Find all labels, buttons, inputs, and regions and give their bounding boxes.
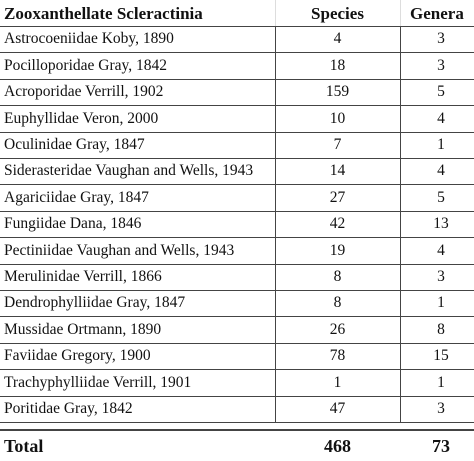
family-name: Trachyphylliidae Verrill, 1901 [4,373,192,391]
family-name: Oculinidae Gray, 1847 [4,136,145,154]
rule [0,52,474,54]
rule [0,131,474,133]
family-name: Agariciidae Gray, 1847 [4,188,149,206]
family-name: Merulinidae Verrill, 1866 [4,268,162,286]
count-cell: 3 [437,268,445,286]
rule [0,158,474,159]
count-cell: 7 [333,136,342,154]
family-name: Acroporidae Verrill, 1902 [4,83,164,101]
count-cell: 27 [329,188,346,206]
rule [0,78,474,80]
rule [0,422,474,423]
rule [0,429,474,431]
total-cell: 468 [324,436,351,456]
rule [0,210,474,212]
family-name: Mussidae Ortmann, 1890 [4,320,162,338]
count-cell: 1 [437,294,445,312]
family-name: Dendrophylliidae Gray, 1847 [4,294,186,312]
count-cell: 42 [329,215,346,233]
rule [400,0,401,26]
family-name: Pectiniidae Vaughan and Wells, 1943 [4,241,235,259]
count-cell: 15 [433,347,449,365]
rule [0,184,474,186]
header-cell: Zooxanthellate Scleractinia [4,3,203,23]
family-name: Pocilloporidae Gray, 1842 [4,56,167,74]
rule [0,395,474,397]
count-cell: 159 [325,83,350,101]
family-name: Faviidae Gregory, 1900 [4,347,151,365]
count-cell: 4 [437,162,445,180]
family-name: Astrocoeniidae Koby, 1890 [4,30,174,48]
count-cell: 8 [333,268,342,286]
count-cell: 26 [329,320,346,338]
family-name: Poritidae Gray, 1842 [4,400,133,418]
count-cell: 4 [437,109,445,127]
count-cell: 4 [437,241,445,259]
rule [0,342,474,344]
count-cell: 1 [437,373,445,391]
count-cell: 4 [333,30,342,48]
rule [0,369,474,371]
count-cell: 18 [329,56,346,74]
total-cell: Total [4,436,44,456]
count-cell: 19 [329,241,346,259]
rule [0,316,474,318]
family-name: Euphyllidae Veron, 2000 [4,109,159,127]
rule [0,290,474,291]
count-cell: 10 [329,109,346,127]
count-cell: 1 [437,136,445,154]
count-cell: 3 [437,400,445,418]
rule [275,0,276,26]
count-cell: 5 [437,83,445,101]
count-cell: 13 [433,215,449,233]
count-cell: 47 [329,400,346,418]
rule [275,26,276,422]
rule [0,263,474,265]
rule [0,105,474,107]
header-cell: Species [311,3,364,23]
count-cell: 1 [333,373,342,391]
count-cell: 78 [329,347,346,365]
count-cell: 8 [333,294,342,312]
rule [0,26,474,27]
family-name: Fungiidae Dana, 1846 [4,215,142,233]
count-cell: 5 [437,188,445,206]
family-name: Siderasteridae Vaughan and Wells, 1943 [4,162,254,180]
count-cell: 14 [329,162,346,180]
count-cell: 8 [437,320,445,338]
header-cell: Genera [410,3,464,23]
total-cell: 73 [432,436,450,456]
count-cell: 3 [437,56,445,74]
rule [0,237,474,239]
rule [400,26,401,422]
count-cell: 3 [437,30,445,48]
